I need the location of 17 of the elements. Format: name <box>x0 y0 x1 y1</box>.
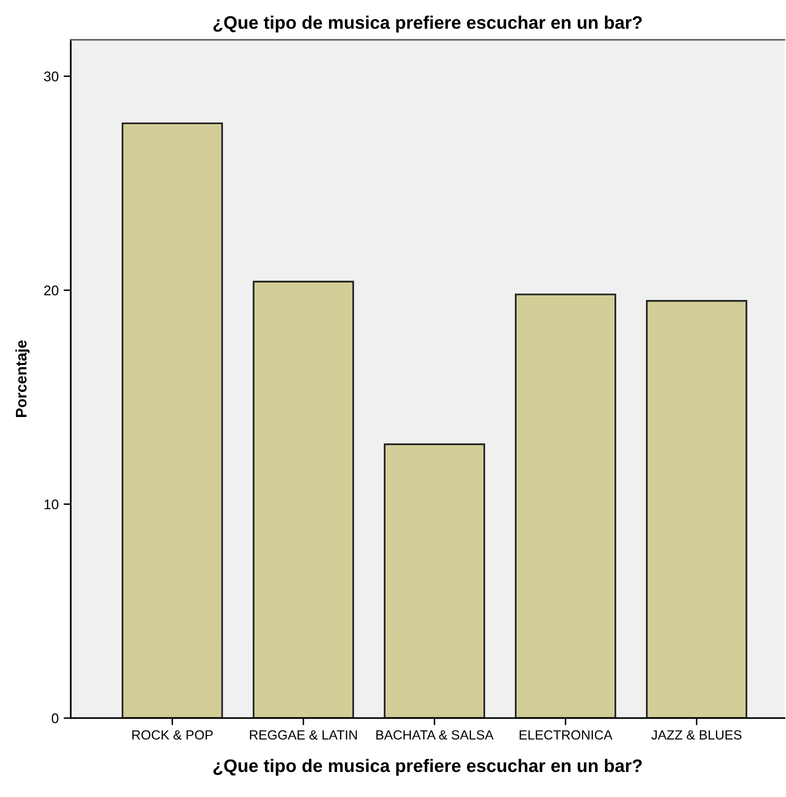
bar <box>646 300 748 718</box>
bar <box>252 280 354 718</box>
y-tick-label: 10 <box>44 499 58 510</box>
x-tick-label: ROCK & POP <box>132 730 213 740</box>
x-axis-title: ¿Que tipo de musica prefiere escuchar en un bar? <box>213 758 642 776</box>
y-tick-label: 20 <box>44 286 58 296</box>
bar <box>514 294 616 718</box>
x-tick-label: ELECTRONICA <box>520 730 612 740</box>
x-tick-label: REGGAE & LATIN <box>250 730 357 740</box>
x-tick-label: JAZZ & BLUES <box>651 730 742 740</box>
chart-title: ¿Que tipo de musica prefiere escuchar en un bar? <box>213 16 642 32</box>
y-tick-label: 0 <box>52 713 58 724</box>
bar <box>122 122 223 718</box>
y-tick-label: 30 <box>44 72 58 82</box>
y-axis-title: Porcentaje <box>15 340 30 418</box>
bar <box>384 443 486 718</box>
x-tick-label: BACHATA & SALSA <box>376 730 494 740</box>
